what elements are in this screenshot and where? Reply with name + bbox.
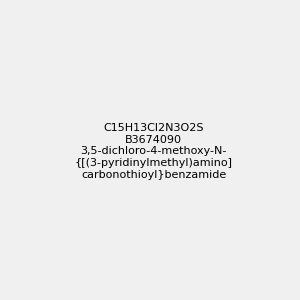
Text: C15H13Cl2N3O2S
B3674090
3,5-dichloro-4-methoxy-N-
{[(3-pyridinylmethyl)amino]
ca: C15H13Cl2N3O2S B3674090 3,5-dichloro-4-m… xyxy=(75,123,233,180)
